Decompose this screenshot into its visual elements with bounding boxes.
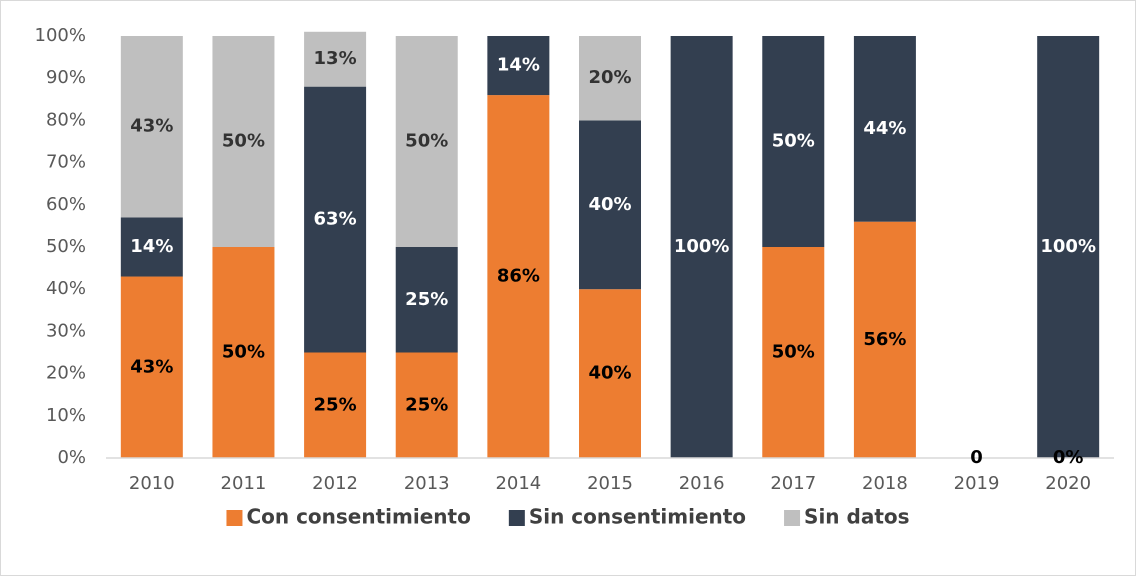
y-tick-label: 100% <box>35 25 86 46</box>
bar-segment <box>853 36 916 222</box>
legend-label: Sin consentimiento <box>529 505 746 529</box>
y-tick-label: 50% <box>46 236 86 257</box>
x-tick-label: 2017 <box>770 473 816 494</box>
y-tick-label: 20% <box>46 363 86 384</box>
bar-segment <box>762 36 825 247</box>
x-tick-label: 2018 <box>862 473 908 494</box>
bar-segment <box>487 36 550 96</box>
data-label: 0 <box>970 447 983 468</box>
legend-label: Con consentimiento <box>246 505 470 529</box>
y-tick-label: 90% <box>46 67 86 88</box>
bar-segment <box>304 86 367 353</box>
data-label: 50% <box>405 131 448 152</box>
x-tick-label: 2019 <box>954 473 1000 494</box>
data-label: 43% <box>130 116 173 137</box>
y-tick-label: 80% <box>46 109 86 130</box>
x-tick-label: 2020 <box>1045 473 1091 494</box>
data-label: 25% <box>405 394 448 415</box>
data-label: 44% <box>863 118 906 139</box>
x-tick-label: 2016 <box>679 473 725 494</box>
y-tick-label: 10% <box>46 405 86 426</box>
y-tick-label: 70% <box>46 152 86 173</box>
bar-segment <box>395 352 458 458</box>
bar-segment <box>853 221 916 458</box>
y-tick-label: 40% <box>46 278 86 299</box>
data-label: 100% <box>1040 236 1096 257</box>
bar-segment <box>120 36 183 218</box>
x-tick-label: 2013 <box>404 473 450 494</box>
bar-segment <box>670 36 733 458</box>
data-label: 50% <box>772 342 815 363</box>
data-label: 50% <box>222 342 265 363</box>
y-tick-label: 60% <box>46 194 86 215</box>
data-label: 25% <box>405 289 448 310</box>
legend-swatch <box>226 510 243 526</box>
x-tick-label: 2015 <box>587 473 633 494</box>
data-label: 50% <box>222 131 265 152</box>
data-label: 40% <box>588 363 631 384</box>
bar-segment <box>304 31 367 87</box>
x-tick-label: 2014 <box>495 473 541 494</box>
y-tick-label: 30% <box>46 320 86 341</box>
bar-segment <box>304 352 367 458</box>
bar-segment <box>395 36 458 247</box>
x-tick-label: 2012 <box>312 473 358 494</box>
bar-segment <box>579 289 641 458</box>
data-label: 40% <box>588 194 631 215</box>
bar-segment <box>212 247 275 458</box>
bar-segment <box>762 247 825 458</box>
data-label: 63% <box>314 209 357 230</box>
data-label: 100% <box>674 236 730 257</box>
data-label: 50% <box>772 131 815 152</box>
bar-segment <box>579 120 641 290</box>
y-tick-label: 0% <box>57 447 86 468</box>
bar-segment <box>579 36 641 121</box>
bar-segment <box>1037 36 1100 458</box>
data-label: 56% <box>863 329 906 350</box>
bar-segment <box>487 95 550 458</box>
bar-segment <box>120 217 183 277</box>
data-label: 86% <box>497 266 540 287</box>
data-label: 20% <box>588 67 631 88</box>
x-tick-label: 2010 <box>129 473 175 494</box>
data-label: 14% <box>130 236 173 257</box>
data-label: 13% <box>314 48 357 69</box>
x-tick-label: 2011 <box>221 473 267 494</box>
data-label: 25% <box>314 394 357 415</box>
bar-segment <box>212 36 275 247</box>
data-label: 14% <box>497 55 540 76</box>
legend-swatch <box>508 510 525 526</box>
data-label: 43% <box>130 356 173 377</box>
data-label: 0% <box>1053 447 1084 468</box>
legend-label: Sin datos <box>804 505 909 529</box>
bar-segment <box>395 247 458 353</box>
legend-swatch <box>784 510 801 526</box>
bar-segment <box>120 276 183 458</box>
